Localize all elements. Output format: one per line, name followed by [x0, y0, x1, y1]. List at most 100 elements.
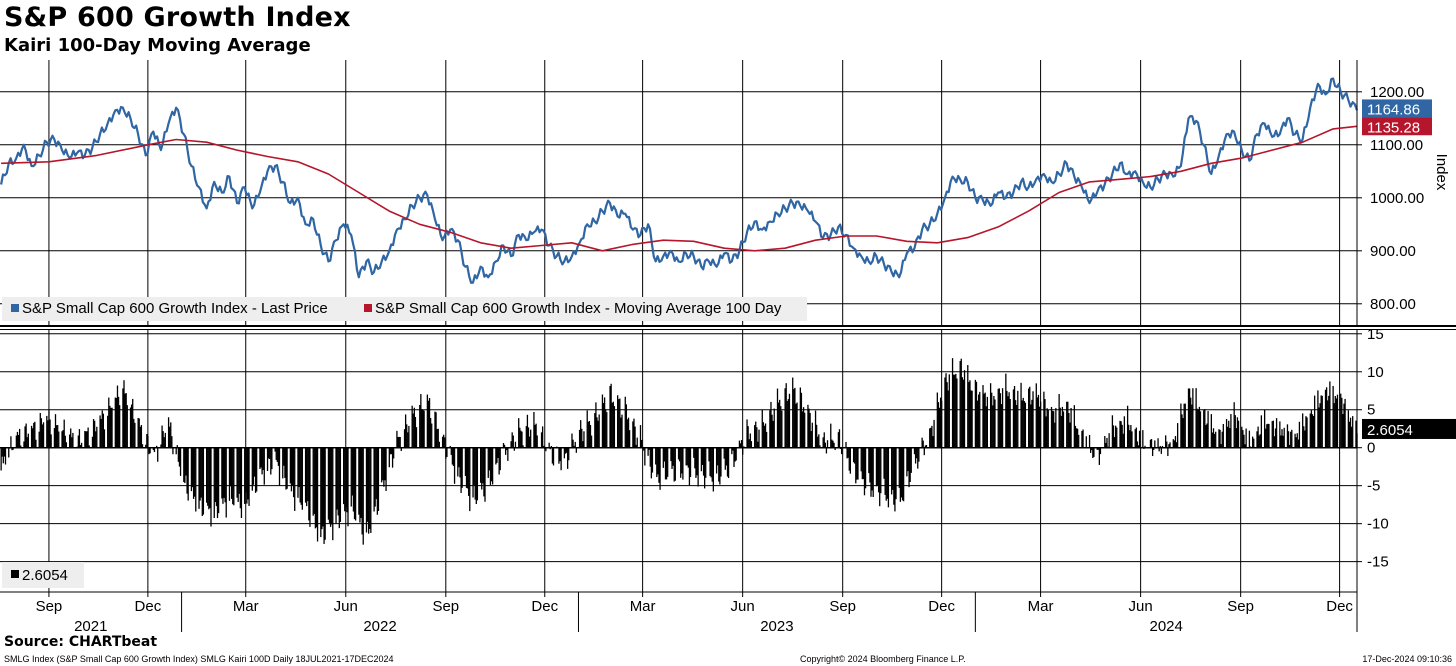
- kairi-bar: [1288, 444, 1291, 448]
- kairi-bar: [922, 440, 924, 448]
- kairi-bar: [195, 447, 197, 512]
- kairi-bar: [862, 447, 865, 480]
- kairi-bar: [184, 447, 186, 484]
- kairi-bar: [1341, 397, 1343, 448]
- kairi-bar: [225, 447, 227, 518]
- kairi-bar: [261, 447, 263, 475]
- kairi-bar: [852, 447, 855, 463]
- x-tick-label: Mar: [630, 598, 656, 615]
- kairi-bar: [274, 447, 276, 452]
- kairi-bar: [1245, 428, 1247, 448]
- kairi-bar: [877, 447, 880, 493]
- kairi-bar: [830, 423, 832, 448]
- kairi-bar: [700, 447, 703, 472]
- kairi-bar: [1067, 401, 1069, 448]
- kairi-bar: [822, 437, 824, 448]
- x-tick-label: Sep: [432, 598, 459, 615]
- kairi-bar: [609, 385, 611, 448]
- kairi-bar: [951, 358, 954, 448]
- kairi-bar: [301, 447, 303, 510]
- kairi-bar: [1039, 401, 1042, 448]
- kairi-bar: [459, 447, 461, 478]
- kairi-bar: [1070, 407, 1072, 448]
- kairi-bar: [1123, 416, 1126, 448]
- kairi-bar: [207, 447, 209, 506]
- kairi-bar: [1121, 424, 1123, 448]
- kairi-bar: [945, 373, 947, 448]
- kairi-bar: [3, 447, 6, 457]
- kairi-bar: [779, 399, 781, 448]
- price-lines: [0, 77, 1359, 284]
- kairi-bar: [1205, 425, 1207, 448]
- kairi-bar: [1271, 421, 1273, 448]
- kairi-bar: [650, 447, 653, 479]
- kairi-bar: [809, 412, 811, 448]
- kairi-bar: [869, 447, 871, 483]
- kairi-bar: [541, 426, 544, 448]
- kairi-bar: [137, 417, 139, 448]
- kairi-bar: [742, 447, 744, 455]
- kairi-bar: [16, 431, 19, 448]
- kairi-bar: [870, 447, 872, 497]
- axes-layer: 800.00 900.00 1000.00 1100.00 1200.00 -15 -10 -…: [0, 60, 1456, 635]
- kairi-bar: [761, 409, 763, 448]
- kairi-bar: [944, 377, 946, 448]
- kairi-bar: [946, 382, 948, 448]
- kairi-bar: [976, 400, 979, 448]
- kairi-bar: [377, 447, 380, 511]
- x-tick-label: Dec: [531, 598, 558, 615]
- kairi-bar: [472, 447, 474, 498]
- kairi-bar: [575, 447, 577, 453]
- kairi-bar: [1053, 411, 1055, 448]
- kairi-bar: [548, 442, 550, 448]
- kairi-bar: [734, 447, 736, 462]
- kairi-bar: [795, 403, 797, 448]
- kairi-bar: [549, 447, 551, 450]
- kairi-bar: [719, 447, 721, 485]
- kairi-bar: [1313, 395, 1316, 448]
- kairi-bar: [769, 410, 771, 448]
- kairi-bar: [1230, 414, 1232, 448]
- kairi-bar: [420, 394, 422, 448]
- kairi-bar: [975, 381, 978, 448]
- y-tick-label: 5: [1367, 402, 1375, 419]
- kairi-bar: [239, 447, 242, 509]
- kairi-bar: [750, 441, 753, 448]
- kairi-bar: [1028, 388, 1030, 448]
- kairi-bar: [307, 447, 309, 502]
- kairi-bar: [176, 445, 178, 448]
- kairi-bar: [292, 447, 295, 498]
- kairi-bar: [1096, 447, 1098, 450]
- kairi-bar: [510, 441, 512, 448]
- kairi-bar: [1076, 428, 1079, 448]
- kairi-bar: [930, 427, 932, 448]
- kairi-bar: [157, 447, 159, 462]
- kairi-bar: [924, 445, 927, 448]
- kairi-bar: [861, 447, 863, 480]
- kairi-bar: [854, 447, 856, 464]
- kairi-bar: [111, 407, 113, 448]
- kairi-bar: [597, 420, 599, 448]
- kairi-bar: [488, 447, 491, 471]
- kairi-bar: [913, 447, 916, 455]
- kairi-bar: [1007, 396, 1009, 448]
- kairi-bar: [1225, 419, 1228, 448]
- kairi-bar: [468, 447, 470, 496]
- kairi-bar: [502, 443, 505, 448]
- kairi-bar: [1036, 397, 1039, 448]
- kairi-bar: [1274, 428, 1277, 448]
- kairi-bar: [525, 426, 527, 448]
- kairi-bar: [1211, 432, 1214, 448]
- kairi-bar: [351, 447, 353, 496]
- kairi-bar: [1093, 447, 1095, 457]
- kairi-bar: [1012, 389, 1015, 448]
- kairi-bar: [1305, 416, 1307, 448]
- kairi-bar: [598, 414, 600, 448]
- kairi-bar: [1334, 396, 1336, 448]
- kairi-bar: [568, 447, 570, 461]
- kairi-bar: [771, 414, 773, 448]
- kairi-bar: [276, 447, 278, 462]
- kairi-bar: [148, 447, 150, 455]
- kairi-bar: [445, 447, 447, 459]
- kairi-bar: [316, 447, 319, 542]
